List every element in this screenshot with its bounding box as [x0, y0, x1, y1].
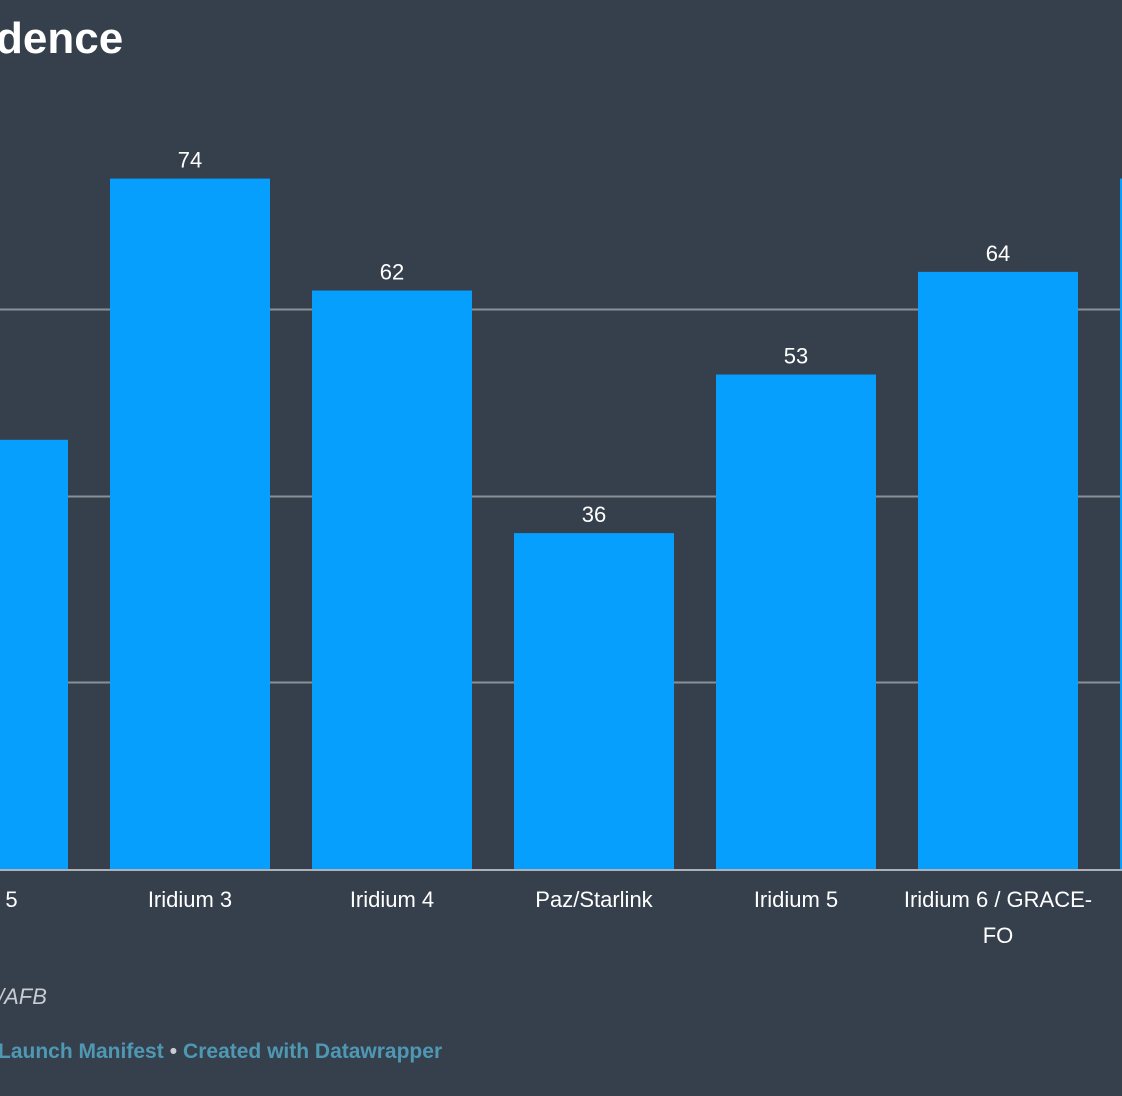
data-label: 62: [380, 260, 404, 285]
data-label: 53: [784, 344, 808, 369]
bars: [0, 178, 1122, 869]
bar: [1120, 178, 1122, 869]
data-labels: 74 62 36 53 64: [178, 148, 1010, 528]
x-tick-label: Paz/Starlink: [535, 887, 653, 912]
x-tick-label: Iridium 4: [350, 887, 434, 912]
x-tick-label: FO: [983, 923, 1014, 948]
bar: [312, 290, 472, 869]
bar: [110, 178, 270, 869]
x-tick-label: Iridium 6 / GRACE-: [904, 887, 1092, 912]
chart-note: /AFB: [0, 984, 47, 1009]
source-link[interactable]: Launch Manifest: [0, 1040, 164, 1063]
x-tick-label: Iridium 3: [148, 887, 232, 912]
chart-title: dence: [0, 14, 124, 63]
chart-footer: Launch Manifest • Created with Datawrapper: [0, 1040, 442, 1064]
bar: [0, 439, 68, 869]
data-label: 74: [178, 148, 202, 173]
data-label: 64: [986, 241, 1010, 266]
bar: [514, 533, 674, 869]
datawrapper-credit-link[interactable]: Created with Datawrapper: [183, 1040, 443, 1063]
bar: [716, 374, 876, 869]
bar-chart: 74 62 36 53 64 SAT 5 Iridium 3 Iridium 4 Paz/St…: [0, 148, 1122, 948]
x-axis: SAT 5 Iridium 3 Iridium 4 Paz/Starlink Iridi…: [0, 869, 1122, 948]
bar: [918, 271, 1078, 869]
x-tick-label: SAT 5: [0, 887, 18, 912]
footer-separator: •: [169, 1040, 178, 1063]
x-tick-label: Iridium 5: [754, 887, 838, 912]
data-label: 36: [582, 502, 606, 527]
